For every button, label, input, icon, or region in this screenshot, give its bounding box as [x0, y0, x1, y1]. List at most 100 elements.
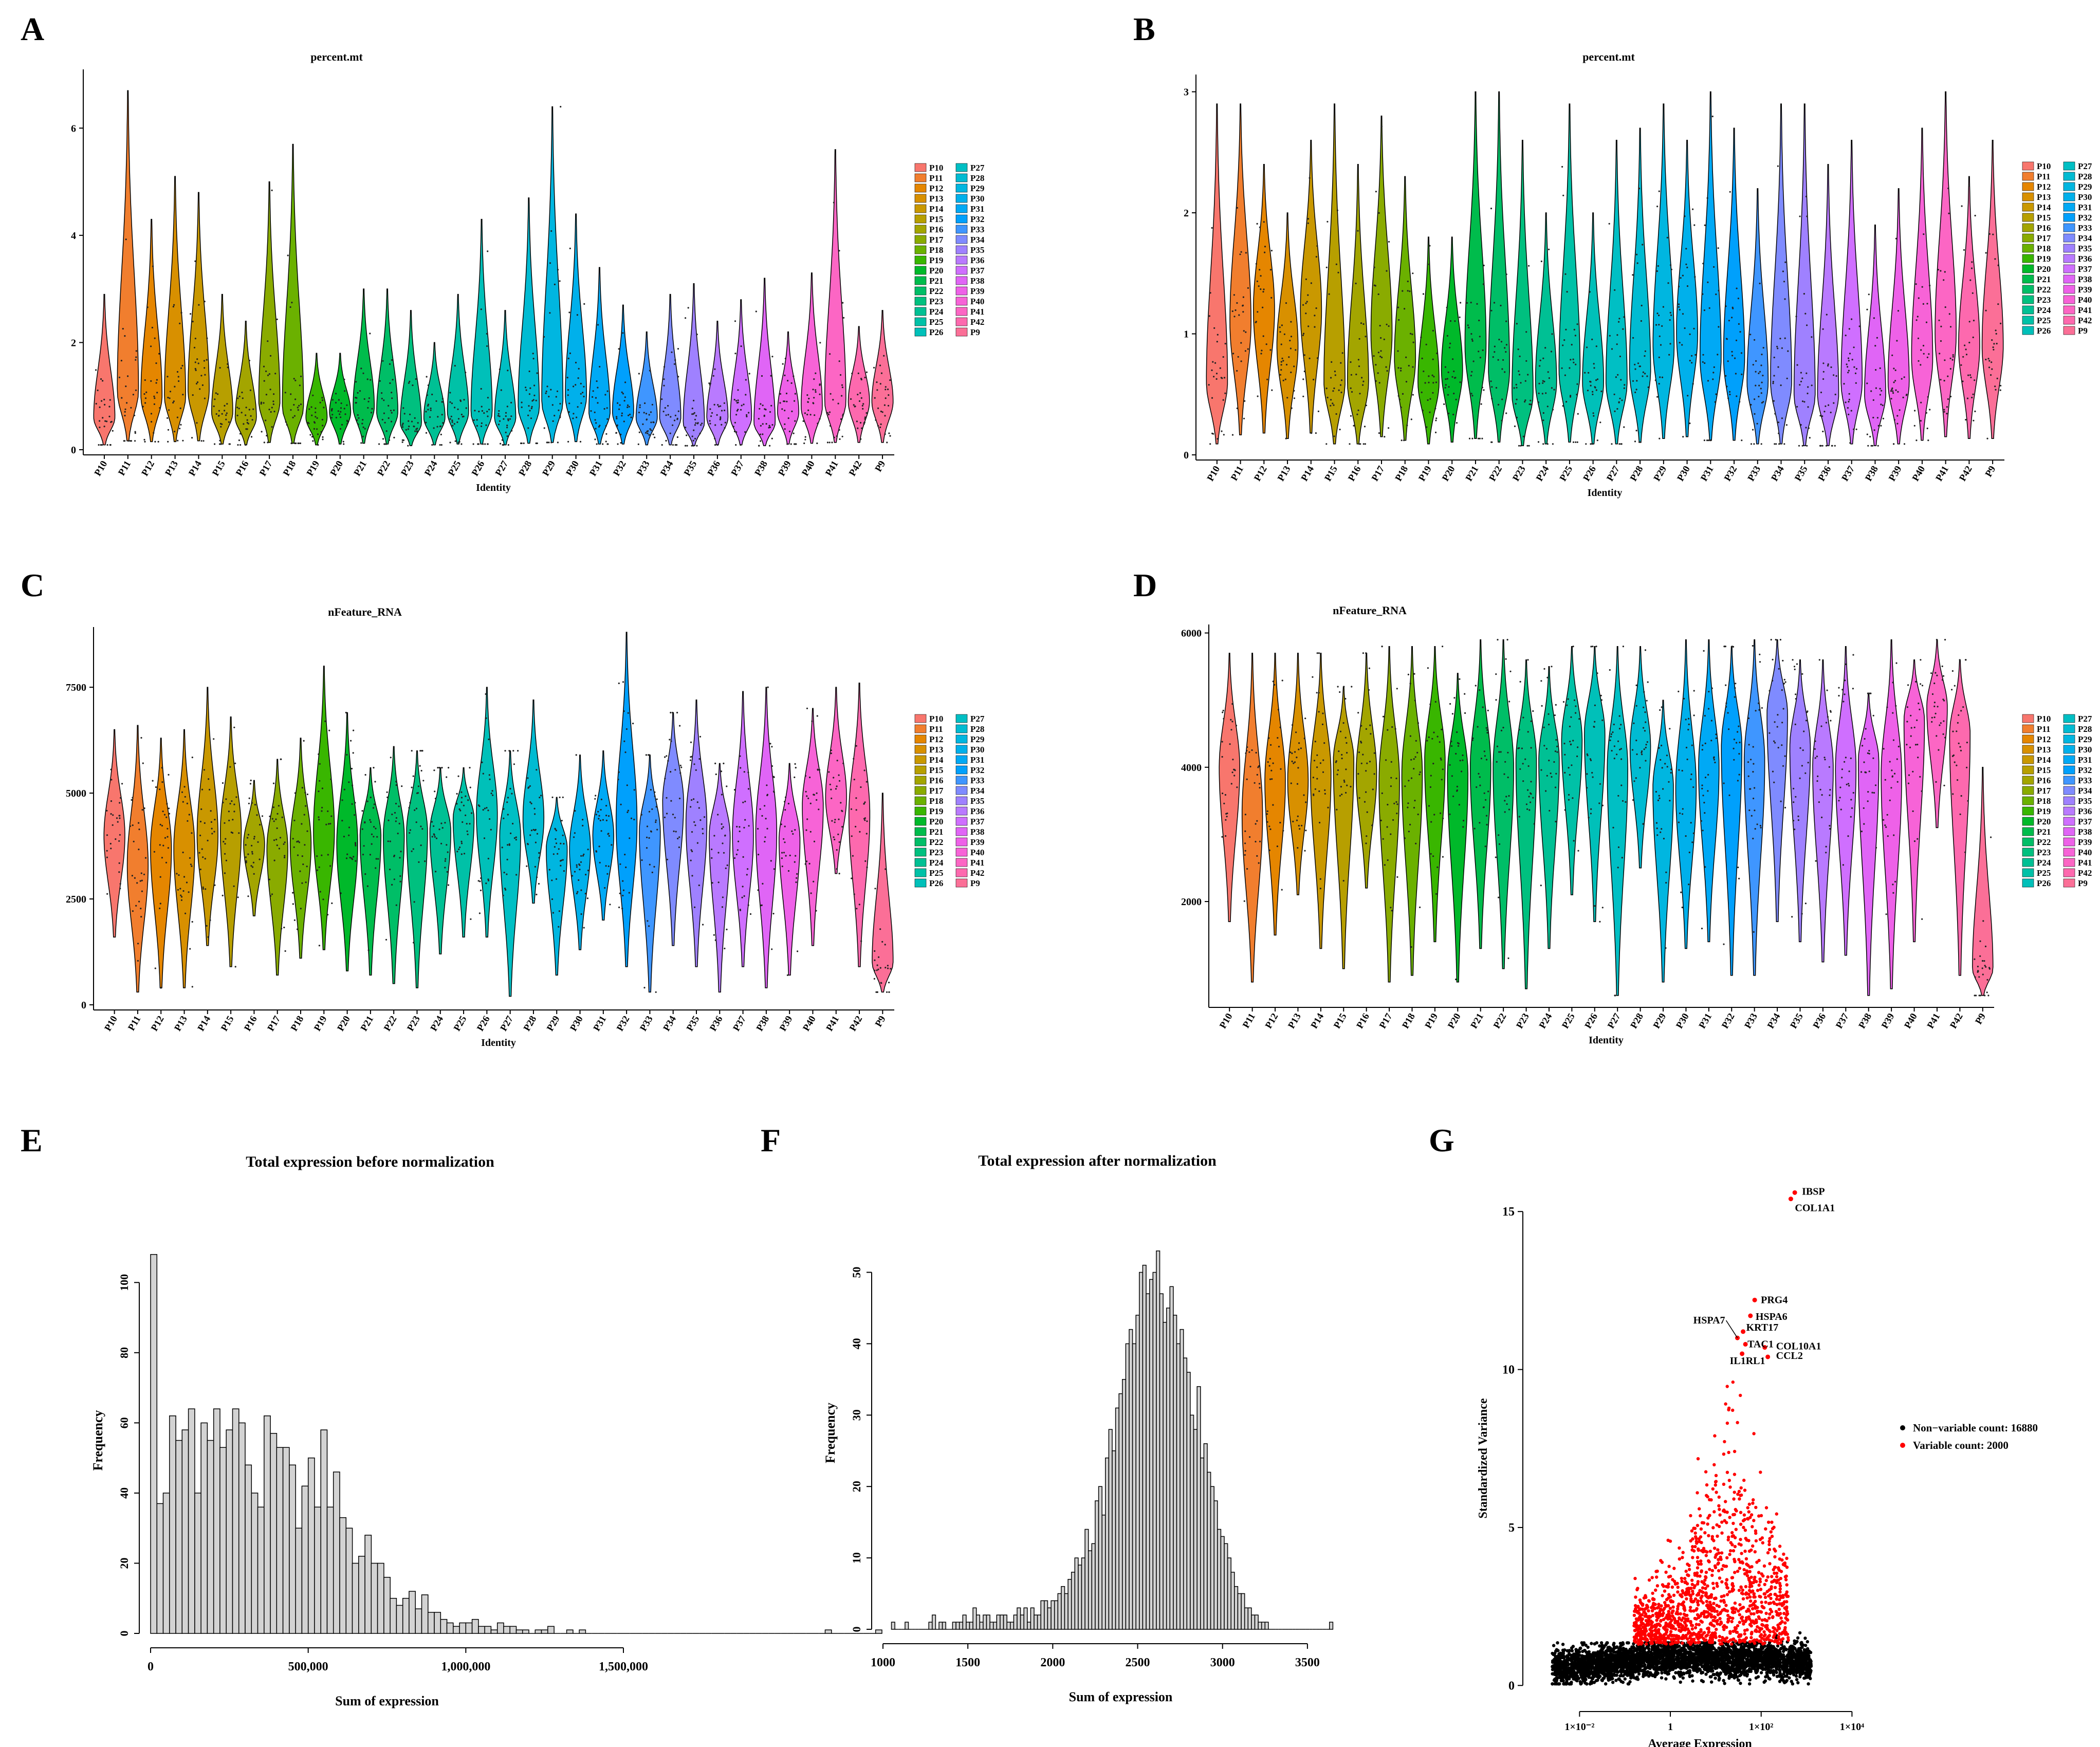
- violin-P24: [423, 342, 446, 446]
- violin-point: [1985, 358, 1987, 361]
- violin-point: [1454, 377, 1457, 379]
- violin-point: [1570, 744, 1572, 746]
- x-tick-label-P26: P26: [1583, 1012, 1600, 1031]
- violin-point: [1985, 966, 1987, 968]
- violin-point: [1497, 403, 1500, 406]
- violin-point: [115, 838, 117, 840]
- x-tick-label-P16: P16: [1355, 1012, 1372, 1031]
- legend-label-P41: P41: [2078, 858, 2092, 868]
- violin-point: [1834, 445, 1836, 447]
- violin-point: [386, 796, 389, 798]
- violin-point: [487, 397, 489, 399]
- violin-point: [691, 756, 693, 758]
- violin-point: [450, 415, 452, 417]
- violin-point: [1849, 442, 1851, 444]
- violin-point: [686, 445, 688, 447]
- violin-point: [686, 434, 688, 436]
- violin-point: [1969, 279, 1972, 281]
- violin-point: [1380, 337, 1382, 339]
- x-tick-label-P15: P15: [219, 1014, 236, 1033]
- violin-point: [1819, 415, 1821, 417]
- legend-label-P21: P21: [929, 827, 943, 837]
- violin-point: [1824, 759, 1826, 761]
- violin-point: [267, 374, 269, 376]
- violin-point: [1678, 821, 1680, 823]
- violin-point: [1506, 803, 1508, 805]
- violin-point: [696, 801, 698, 803]
- violin-point: [181, 791, 183, 793]
- violin-point: [818, 769, 821, 771]
- violin-point: [409, 413, 411, 415]
- violin-point: [238, 395, 241, 398]
- violin-point: [1590, 381, 1592, 383]
- violin-P17: [1378, 646, 1400, 983]
- violin-point: [1369, 761, 1371, 763]
- violin-point: [534, 866, 536, 868]
- violin-point: [301, 855, 303, 857]
- violin-point: [600, 798, 602, 800]
- violin-point: [1782, 765, 1784, 767]
- violin-point: [794, 443, 796, 445]
- violin-point: [395, 781, 397, 783]
- violin-point: [1850, 816, 1852, 818]
- violin-point: [1460, 302, 1462, 304]
- violin-point: [1680, 277, 1682, 279]
- violin-point: [1268, 825, 1270, 827]
- hist-bar: [1156, 1251, 1160, 1630]
- violin-point: [1883, 748, 1885, 750]
- x-tick-label-P30: P30: [564, 459, 581, 478]
- violin-point: [198, 852, 200, 854]
- violin-point: [1429, 786, 1431, 788]
- hist-bar: [1173, 1315, 1177, 1630]
- violin-point: [482, 809, 484, 811]
- legend-swatch: [955, 307, 968, 316]
- violin-point: [1563, 339, 1565, 341]
- violin-point: [1592, 391, 1594, 393]
- violin-point: [884, 433, 886, 435]
- violin-point: [1971, 261, 1973, 263]
- violin-point: [545, 390, 547, 393]
- violin-point: [1501, 368, 1503, 370]
- violin-point: [247, 895, 249, 897]
- violin-point: [812, 389, 814, 391]
- violin-point: [318, 945, 321, 947]
- violin-point: [651, 403, 653, 406]
- violin-point: [1208, 315, 1210, 317]
- violin-P19: [1417, 236, 1440, 445]
- violin-point: [606, 418, 609, 420]
- violin-point: [783, 852, 785, 854]
- x-tick-label-P32: P32: [615, 1014, 632, 1033]
- violin-point: [1829, 794, 1831, 796]
- legend-swatch: [914, 327, 927, 337]
- violin-point: [794, 393, 796, 395]
- violin-point: [465, 795, 467, 797]
- violin-point: [1794, 668, 1796, 670]
- legend-swatch: [2063, 161, 2075, 171]
- violin-point: [1996, 377, 1998, 380]
- legend-label-P17: P17: [2037, 233, 2051, 243]
- violin-point: [1641, 753, 1643, 756]
- hist-bar: [1251, 1614, 1256, 1630]
- violin-point: [1325, 388, 1328, 390]
- violin-point: [1920, 659, 1922, 661]
- legend-swatch: [914, 266, 927, 275]
- violin-point: [651, 808, 653, 810]
- violin-point: [1272, 804, 1274, 806]
- violin-point: [1505, 320, 1507, 322]
- violin-point: [554, 827, 556, 830]
- violin-point: [1593, 363, 1595, 365]
- hist-bar: [955, 1622, 960, 1630]
- legend-label-P21: P21: [2037, 274, 2051, 284]
- violin-point: [1736, 287, 1738, 289]
- violin-point: [414, 417, 416, 419]
- violin-point: [546, 442, 548, 444]
- violin-point: [1386, 370, 1388, 372]
- legend-swatch: [2022, 326, 2034, 335]
- violin-point: [393, 436, 395, 439]
- violin-P14: [196, 687, 218, 946]
- violin-point: [864, 860, 867, 862]
- violin-point: [807, 797, 809, 799]
- violin-point: [1377, 372, 1379, 374]
- violin-point: [360, 442, 362, 444]
- violin-point: [1889, 799, 1891, 801]
